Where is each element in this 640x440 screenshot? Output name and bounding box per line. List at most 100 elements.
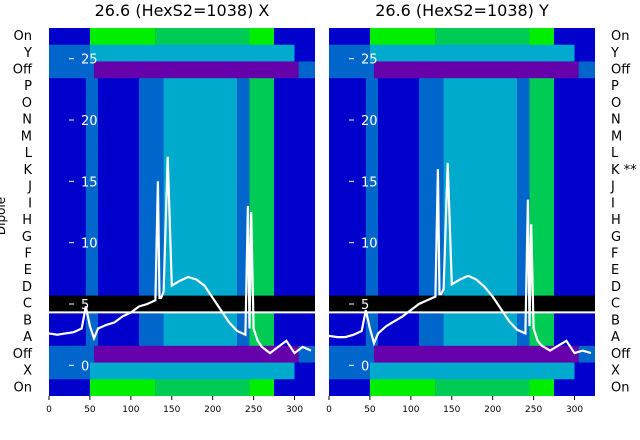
heatmap-cell	[49, 345, 95, 364]
row-label-left: K	[23, 163, 32, 178]
heatmap-cell	[443, 278, 518, 297]
heatmap-cell	[378, 195, 420, 213]
heatmap-cell	[578, 61, 595, 79]
heatmap-cell	[163, 161, 238, 180]
heatmap-cell	[365, 161, 379, 180]
y-tick-label: 25	[81, 53, 98, 68]
heatmap-cell	[85, 245, 99, 263]
heatmap-cell	[94, 61, 299, 79]
heatmap-cell	[237, 128, 250, 146]
heatmap-cell	[163, 329, 238, 347]
heatmap-cell	[365, 94, 379, 113]
heatmap-cell	[443, 128, 518, 146]
heatmap-cell	[98, 245, 140, 263]
heatmap-cell	[249, 262, 275, 280]
heatmap-cell	[329, 161, 366, 180]
heatmap-cell	[163, 145, 238, 163]
heatmap-cell	[365, 178, 379, 196]
row-label-right: A	[611, 330, 620, 345]
heatmap-cell	[298, 61, 315, 79]
heatmap-cell	[274, 245, 315, 263]
heatmap-cell	[365, 128, 379, 146]
heatmap-cell	[378, 128, 420, 146]
heatmap-cell	[274, 195, 315, 213]
heatmap-cell	[85, 212, 99, 230]
y-tick-label: 0	[81, 359, 89, 374]
x-tick-label: 300	[566, 405, 583, 415]
heatmap-cell	[365, 78, 379, 96]
heatmap-cell	[49, 94, 86, 113]
x-tick-label: 200	[484, 405, 501, 415]
y-tick-label: 15	[361, 175, 378, 190]
heatmap-cell	[237, 94, 250, 113]
heatmap-cell	[249, 329, 275, 347]
row-label-left: E	[24, 263, 32, 278]
heatmap-cell	[329, 178, 366, 196]
row-label-left: On	[14, 29, 32, 44]
heatmap-cell	[365, 228, 379, 246]
heatmap-cell	[517, 161, 530, 180]
heatmap-cell	[419, 195, 444, 213]
heatmap-cell	[85, 228, 99, 246]
row-label-left: Off	[13, 347, 33, 362]
row-label-left: G	[22, 230, 32, 245]
row-label-right: L	[611, 146, 619, 161]
heatmap-cell	[369, 362, 575, 380]
heatmap-cell	[274, 178, 315, 196]
heatmap-cell	[419, 161, 444, 180]
y-tick-label: 10	[361, 237, 378, 252]
heatmap-cell	[578, 345, 595, 364]
heatmap-cell	[249, 111, 275, 129]
heatmap-cell	[419, 111, 444, 129]
heatmap-cell	[98, 262, 140, 280]
heatmap-cell	[49, 312, 86, 330]
heatmap-cell	[574, 44, 595, 62]
row-label-right: G	[611, 230, 621, 245]
heatmap-cell	[517, 195, 530, 213]
heatmap-cell	[517, 145, 530, 163]
heatmap-cell	[139, 195, 164, 213]
heatmap-cell	[378, 228, 420, 246]
row-label-right: X	[611, 364, 620, 379]
x-tick-label: 250	[525, 405, 542, 415]
heatmap-cell	[237, 278, 250, 297]
heatmap-cell	[517, 111, 530, 129]
row-label-left: F	[25, 246, 32, 261]
overlay-curve	[49, 156, 312, 355]
heatmap-cell	[517, 312, 530, 330]
heatmap-cell	[554, 312, 595, 330]
heatmap-cell	[249, 212, 275, 230]
x-tick-label: 200	[204, 405, 221, 415]
heatmap-cell	[554, 228, 595, 246]
heatmap-cell	[329, 228, 366, 246]
overlay-curve	[329, 162, 592, 355]
heatmap-cell	[419, 245, 444, 263]
heatmap-cell	[435, 379, 530, 396]
heatmap-cell	[554, 111, 595, 129]
row-label-left: Off	[13, 62, 33, 77]
heatmap-cell	[419, 329, 444, 347]
heatmap-cell	[329, 28, 370, 46]
heatmap-cell	[378, 262, 420, 280]
heatmap-cell	[435, 28, 530, 46]
heatmap-cell	[529, 28, 555, 46]
heatmap-cell	[369, 28, 436, 46]
heatmap-cell	[419, 312, 444, 330]
heatmap-cell	[378, 111, 420, 129]
x-tick-label: 150	[443, 405, 460, 415]
x-tick-label: 50	[84, 405, 96, 415]
heatmap-cell	[443, 111, 518, 129]
heatmap-cell	[365, 278, 379, 297]
heatmap-cell	[249, 312, 275, 330]
row-label-right: D	[611, 280, 621, 295]
heatmap-cell	[329, 44, 370, 62]
heatmap-cell	[249, 78, 275, 96]
y-axis-label: Dipole	[0, 197, 8, 235]
heatmap-cell	[49, 212, 86, 230]
heatmap-cell	[249, 245, 275, 263]
heatmap-panel-y	[329, 28, 595, 396]
row-label-left: P	[24, 79, 32, 94]
heatmap-cell	[139, 178, 164, 196]
heatmap-cell	[294, 44, 315, 62]
row-label-left: On	[14, 380, 32, 395]
